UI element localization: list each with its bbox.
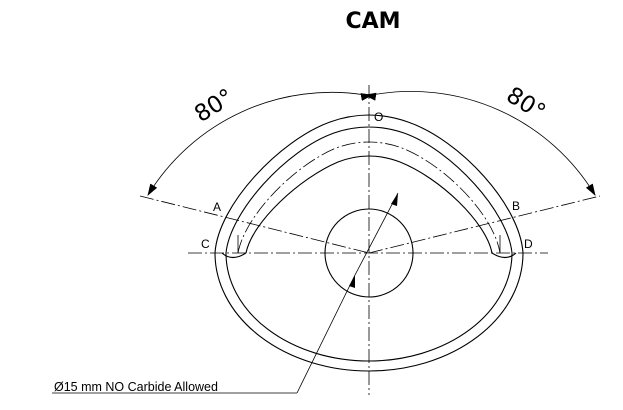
- center-bore-circle: [324, 208, 414, 298]
- left-angle-label: 80°: [190, 84, 238, 128]
- point-label-a: A: [213, 200, 221, 214]
- centerline-b: [368, 195, 601, 254]
- point-label-b: B: [512, 199, 520, 213]
- centerline-a: [139, 195, 370, 254]
- point-label-c: C: [201, 237, 210, 251]
- callout-leader-arrow: [349, 275, 355, 288]
- bore-arrow-top: [391, 193, 398, 206]
- groove-pitch-curve: [237, 141, 501, 254]
- drawing-title: CAM: [345, 9, 400, 34]
- right-angle-label: 80°: [502, 82, 550, 126]
- groove-end-right: [491, 252, 517, 259]
- callout-leader-line: [296, 274, 356, 394]
- groove-end-left: [221, 252, 247, 259]
- point-label-o: O: [374, 110, 383, 124]
- cam-outer-profile: [214, 114, 524, 372]
- bore-diameter-line: [354, 192, 399, 276]
- right-angle-dimension-arc: [360, 91, 596, 196]
- cam-outer-offset: [225, 126, 513, 362]
- left-angle-dimension-arc: [147, 91, 377, 196]
- callout-text: Ø15 mm NO Carbide Allowed: [54, 380, 218, 394]
- point-label-d: D: [524, 237, 533, 251]
- cam-inner-groove: [245, 155, 493, 254]
